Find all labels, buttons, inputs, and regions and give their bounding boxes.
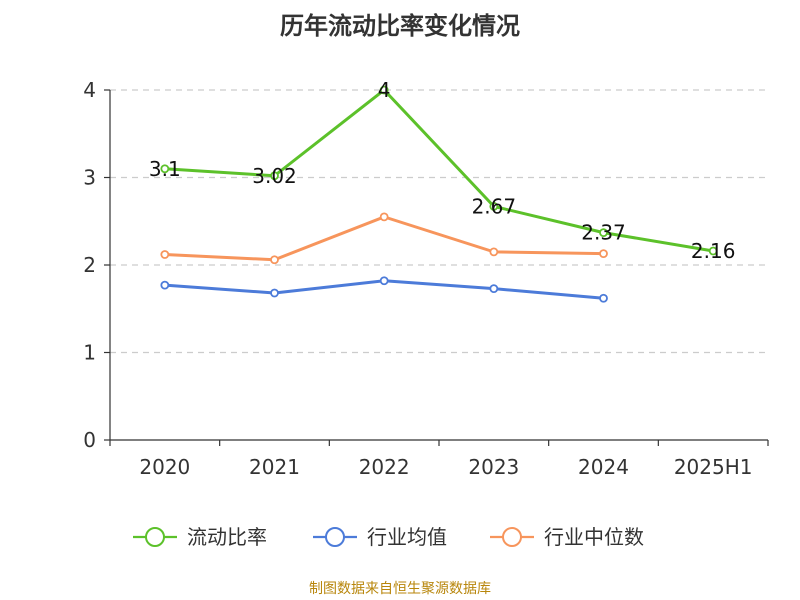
y-tick-label: 4 [83, 78, 96, 102]
data-point [270, 171, 279, 181]
legend-marker [145, 527, 165, 547]
chart-title: 历年流动比率变化情况 [280, 12, 520, 40]
x-tick-label: 2025H1 [674, 455, 753, 479]
data-point [599, 249, 608, 259]
source-footer: 制图数据来自恒生聚源数据库 [309, 581, 491, 597]
data-label: 4 [378, 78, 391, 102]
legend-item-2: 行业中位数 [490, 525, 644, 549]
data-point [489, 247, 499, 257]
data-point [599, 228, 608, 238]
grid-lines [110, 89, 768, 354]
data-point [489, 201, 499, 211]
x-tick-label: 2021 [249, 455, 300, 479]
data-label: 3.1 [149, 157, 181, 181]
x-tick-label: 2020 [139, 455, 190, 479]
legend-item-1: 行业均值 [313, 525, 447, 549]
legend-marker [325, 527, 345, 547]
series-line-0 [164, 88, 714, 253]
data-point [708, 246, 718, 256]
x-tick-label: 2022 [359, 455, 410, 479]
data-point [160, 250, 170, 259]
data-point [270, 255, 279, 265]
legend-marker [502, 527, 522, 547]
data-point [160, 280, 170, 290]
data-label: 2.16 [691, 239, 736, 263]
series-lines [160, 85, 718, 303]
y-tick-label: 3 [83, 166, 96, 190]
data-label: 2.67 [472, 194, 517, 218]
legend-item-0: 流动比率 [133, 525, 267, 549]
legend-label: 流动比率 [187, 525, 267, 549]
data-point [270, 288, 279, 298]
series-line-2 [164, 215, 604, 262]
axes: 0 1 2 3 4 2020 2021 2022 2023 2024 2025H1 [83, 78, 769, 479]
x-tick-label: 2024 [578, 455, 629, 479]
data-point [489, 284, 499, 294]
data-point [160, 164, 170, 174]
data-point [599, 293, 608, 303]
data-point [379, 85, 389, 95]
data-label: 2.37 [581, 221, 626, 245]
legend-label: 行业均值 [367, 525, 447, 549]
legend: 流动比率 行业均值 行业中位数 [133, 525, 644, 549]
data-point [379, 276, 389, 286]
y-tick-label: 0 [83, 428, 96, 452]
data-labels: 3.1 3.02 4 2.67 2.37 2.16 [149, 78, 736, 263]
y-tick-label: 1 [83, 341, 96, 365]
data-point [379, 212, 389, 222]
y-tick-label: 2 [83, 253, 96, 277]
x-tick-label: 2023 [468, 455, 519, 479]
data-label: 3.02 [252, 164, 297, 188]
legend-label: 行业中位数 [544, 525, 644, 549]
